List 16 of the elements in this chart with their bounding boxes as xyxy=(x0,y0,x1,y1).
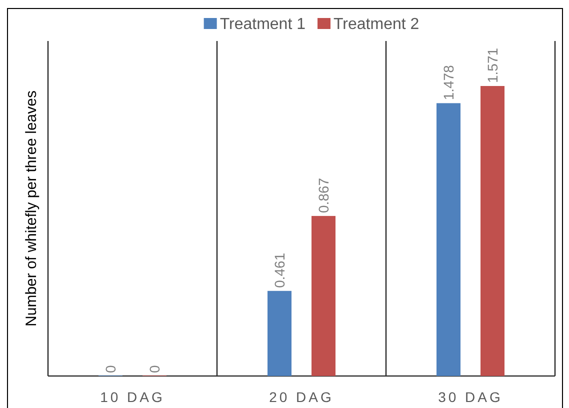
x-tick-label: 10 DAG xyxy=(100,389,165,405)
x-tick-label: 20 DAG xyxy=(269,389,334,405)
data-label: 0.461 xyxy=(272,252,288,288)
bar xyxy=(480,86,504,376)
x-tick-label: 30 DAG xyxy=(438,389,503,405)
data-label: 1.571 xyxy=(484,48,500,83)
data-label: 0 xyxy=(102,365,118,373)
y-axis-title: Number of whitefly per three leaves xyxy=(23,90,40,326)
bar xyxy=(268,290,292,376)
bar xyxy=(436,103,460,376)
legend-label: Treatment 2 xyxy=(334,16,420,33)
data-label: 0 xyxy=(146,365,162,373)
bar xyxy=(312,216,336,376)
data-label: 1.478 xyxy=(440,64,456,100)
data-label: 0.867 xyxy=(316,178,332,213)
legend-label: Treatment 1 xyxy=(220,16,306,33)
